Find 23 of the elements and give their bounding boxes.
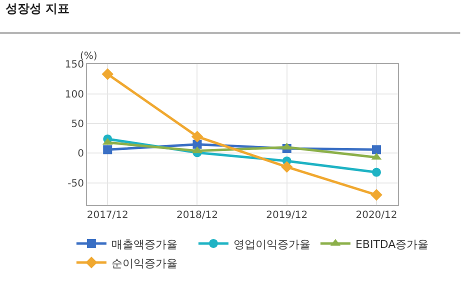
chart-title: 성장성 지표: [6, 2, 70, 16]
point: [372, 168, 381, 177]
legend-label: 영업이익증가율: [233, 238, 310, 251]
point: [102, 68, 114, 80]
point: [372, 145, 381, 154]
y-axis-title: (%): [80, 51, 98, 62]
y-tick-label: 150: [64, 60, 84, 70]
legend-label: 매출액증가율: [111, 238, 178, 251]
point: [370, 189, 382, 201]
x-tick-label: 2017/12: [86, 210, 128, 221]
y-tick-label: 0: [78, 148, 84, 160]
y-tick-label: 50: [71, 118, 84, 130]
point: [191, 130, 204, 142]
x-tick-label: 2019/12: [266, 210, 308, 221]
point: [103, 145, 112, 154]
x-tick-label: 2018/12: [176, 210, 218, 221]
legend-label: EBITDA증가율: [355, 238, 429, 251]
legend-label: 순이익증가율: [111, 256, 178, 270]
point: [281, 161, 293, 173]
x-tick-label: 2020/12: [356, 210, 398, 221]
y-tick-label: 100: [64, 89, 84, 100]
y-tick-label: -50: [68, 178, 84, 190]
point: [192, 146, 202, 154]
